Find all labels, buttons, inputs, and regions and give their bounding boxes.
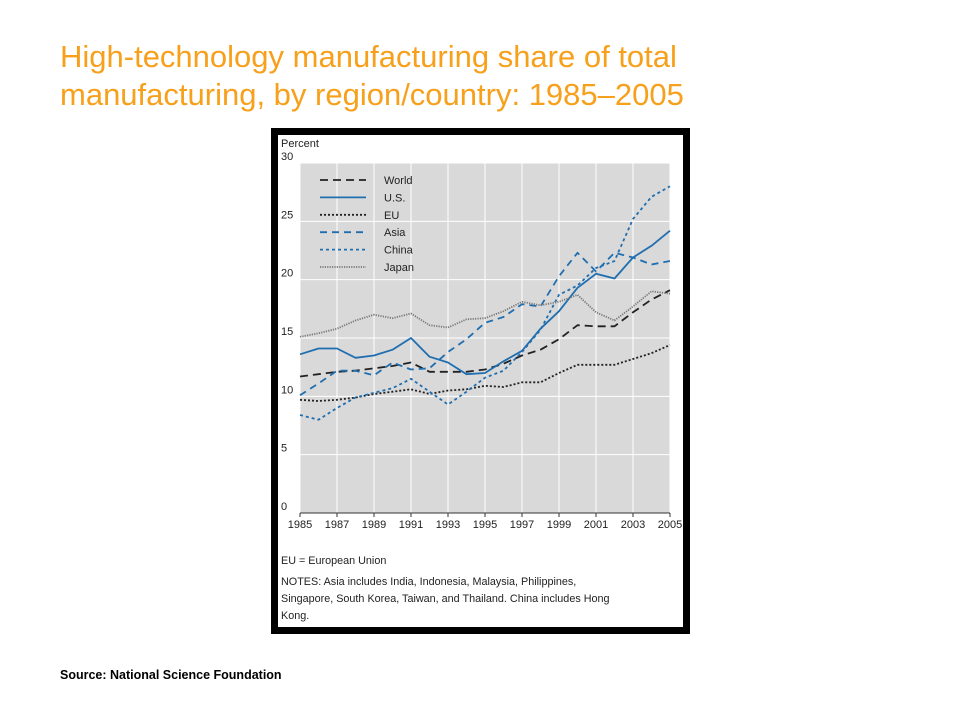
legend: World U.S. EU Asia China Japan	[320, 175, 414, 274]
slide-title: High-technology manufacturing share of t…	[60, 38, 920, 114]
y-tick-label: 20	[281, 268, 293, 280]
slide-title-line-1: High-technology manufacturing share of t…	[60, 39, 677, 74]
x-tick-label: 1987	[325, 519, 349, 531]
y-tick-label: 0	[281, 501, 287, 513]
chart-panel: 0 5 10 15 20 25 30 Percent 1985 1987 1989 1991 1993 1…	[278, 135, 683, 627]
slide-title-line-2: manufacturing, by region/country: 1985–2…	[60, 77, 684, 112]
y-tick-label: 15	[281, 326, 293, 338]
x-tick-label: 1995	[473, 519, 497, 531]
y-axis-title: Percent	[281, 138, 319, 150]
legend-label: EU	[384, 210, 399, 222]
series-line-asia	[299, 251, 671, 396]
y-tick-label: 5	[281, 443, 287, 455]
legend-label: China	[384, 245, 414, 257]
x-tick-label: 2005	[658, 519, 682, 531]
x-tick-label: 1997	[510, 519, 534, 531]
legend-label: World	[384, 175, 413, 187]
y-tick-label: 25	[281, 209, 293, 221]
y-tick-label: 30	[281, 151, 293, 163]
series-lines	[299, 185, 671, 421]
x-tick-label: 1999	[547, 519, 571, 531]
series-line-japan	[299, 290, 671, 338]
note-line: NOTES: Asia includes India, Indonesia, M…	[281, 576, 576, 588]
series-line-china	[299, 185, 671, 421]
y-tick-label: 10	[281, 384, 293, 396]
source-note: Source: National Science Foundation	[60, 668, 282, 682]
legend-label: U.S.	[384, 192, 405, 204]
x-tick-label: 1993	[436, 519, 460, 531]
x-tick-label: 2003	[621, 519, 645, 531]
note-line: Kong.	[281, 610, 309, 622]
x-tick-label: 1989	[362, 519, 386, 531]
legend-label: Asia	[384, 227, 406, 239]
legend-label: Japan	[384, 262, 414, 274]
note-line: Singapore, South Korea, Taiwan, and Thai…	[281, 593, 610, 605]
series-line-world	[299, 289, 671, 378]
x-tick-label: 2001	[584, 519, 608, 531]
note-line: EU = European Union	[281, 555, 386, 567]
grid-lines	[299, 162, 671, 514]
chart-notes: EU = European Union NOTES: Asia includes …	[281, 555, 610, 622]
x-tick-label: 1985	[288, 519, 312, 531]
series-line-us	[299, 230, 671, 376]
x-tick-label: 1991	[399, 519, 423, 531]
